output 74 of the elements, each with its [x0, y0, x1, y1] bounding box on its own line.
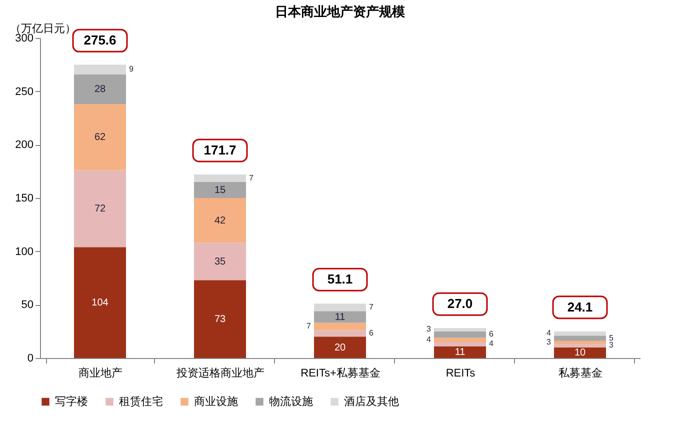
legend-label: 商业设施	[194, 394, 238, 408]
data-label: 11	[334, 312, 346, 323]
data-label: 9	[129, 64, 134, 74]
legend-label: 酒店及其他	[344, 394, 399, 408]
bar	[194, 242, 246, 280]
bar	[194, 198, 246, 243]
data-label: 28	[94, 84, 106, 96]
data-label: 104	[92, 298, 109, 309]
y-tick-label: 50	[21, 299, 34, 312]
bar	[314, 322, 366, 330]
bar	[434, 342, 486, 346]
data-label: 6	[369, 328, 374, 338]
annotation: 171.7	[204, 142, 236, 158]
y-tick-label: 250	[15, 86, 34, 98]
bar	[194, 182, 246, 198]
bar	[554, 340, 606, 344]
data-label: 15	[214, 185, 226, 196]
y-tick-label: 0	[27, 352, 34, 364]
bar	[74, 64, 126, 74]
data-label: 11	[454, 347, 466, 358]
y-tick-label: 150	[15, 192, 34, 204]
bar	[194, 280, 246, 358]
bar	[434, 331, 486, 338]
data-label: 5	[609, 333, 614, 342]
bar	[314, 336, 366, 358]
data-label: 4	[489, 339, 494, 348]
data-label: 20	[334, 342, 346, 354]
data-label: 7	[249, 173, 254, 182]
bar	[554, 344, 606, 348]
bar	[74, 247, 126, 358]
bar	[74, 104, 126, 170]
x-tick-label: 私募基金	[558, 366, 602, 380]
bar	[74, 170, 126, 248]
bar	[554, 336, 606, 341]
data-label: 7	[306, 322, 312, 331]
data-label: 10	[574, 348, 586, 359]
annotation: 27.0	[447, 296, 473, 312]
bar	[314, 311, 366, 323]
data-label: 3	[426, 324, 432, 334]
bar	[314, 330, 366, 337]
data-label: 3	[546, 338, 552, 347]
y-tick-label: 100	[15, 246, 34, 258]
bar	[74, 74, 126, 104]
x-tick-label: REITs	[446, 368, 476, 380]
bar	[554, 331, 606, 336]
data-label: 4	[546, 328, 552, 338]
data-label: 3	[609, 340, 614, 350]
annotation: 24.1	[567, 299, 593, 314]
y-axis-title: （万亿日元）	[10, 23, 76, 35]
data-label: 35	[214, 256, 226, 268]
data-label: 73	[214, 314, 226, 326]
data-label: 4	[426, 334, 432, 344]
data-label: 7	[369, 302, 374, 312]
y-tick-label: 300	[15, 32, 34, 44]
bar	[194, 174, 246, 182]
bar	[314, 304, 366, 312]
x-tick-label: REITs+私募基金	[300, 366, 380, 380]
data-label: 72	[94, 204, 106, 215]
bar	[434, 346, 486, 358]
y-tick-label: 200	[15, 139, 34, 152]
chart-title: 日本商业地产资产规模	[275, 4, 405, 19]
legend-label: 租赁住宅	[119, 394, 163, 408]
legend-label: 物流设施	[269, 394, 313, 408]
data-label: 6	[489, 330, 494, 339]
bar	[434, 328, 486, 332]
bar	[554, 347, 606, 358]
x-tick-label: 商业地产	[78, 366, 122, 380]
annotation: 275.6	[84, 32, 116, 48]
annotation: 51.1	[327, 272, 353, 287]
x-tick-label: 投资适格商业地产	[176, 366, 264, 380]
legend-label: 写字楼	[55, 394, 88, 408]
bar	[434, 338, 486, 342]
data-label: 42	[214, 215, 226, 226]
data-label: 62	[94, 132, 106, 144]
